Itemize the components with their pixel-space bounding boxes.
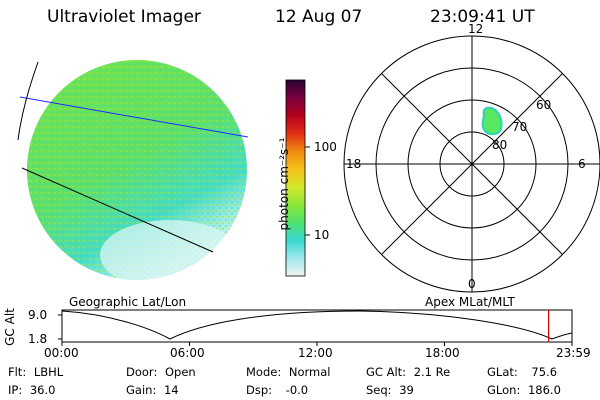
colorbar-unit-label: photon cm⁻²s⁻¹: [277, 137, 291, 231]
time-label: 23:09:41 UT: [430, 7, 535, 27]
status-ip: IP: 36.0: [8, 383, 55, 397]
mlt-label-0: 0: [468, 277, 476, 291]
status-seq-label: Seq:: [366, 383, 392, 397]
terminator-line: [21, 167, 214, 253]
orbit-ytick-label-1.8: 1.8: [28, 332, 48, 346]
colorbar-tick-label-100: 100: [314, 140, 337, 154]
colorbar: [285, 79, 310, 277]
status-ip-value: 36.0: [29, 383, 56, 397]
status-glon: GLon: 186.0: [487, 383, 561, 397]
status-glat-value: 75.6: [531, 365, 558, 379]
uv-image-disk: [27, 60, 247, 280]
orbit-xtick-label-12: 12:00: [298, 346, 333, 360]
status-glon-value: 186.0: [527, 383, 561, 397]
status-door-value: Open: [164, 365, 196, 379]
orbit-y-title: GC Alt: [3, 308, 17, 346]
latitude-line: [19, 96, 249, 138]
status-gain: Gain: 14: [126, 383, 179, 397]
status-mode: Mode: Normal: [246, 365, 330, 379]
aurora-blob: [481, 106, 503, 136]
status-dsp: Dsp: -0.0: [246, 383, 308, 397]
mlat-label-70: 70: [512, 120, 528, 134]
status-mode-value: Normal: [288, 365, 331, 379]
status-door: Door: Open: [126, 365, 196, 379]
geographic-caption: Geographic Lat/Lon: [69, 295, 187, 309]
status-gcalt-value: 2.1 Re: [413, 365, 451, 379]
orbit-xtick-label-24: 23:59: [556, 346, 591, 360]
status-ip-label: IP:: [8, 383, 23, 397]
status-flt-value: LBHL: [33, 365, 64, 379]
status-door-label: Door:: [126, 365, 158, 379]
colorbar-frame: [285, 79, 306, 277]
status-dsp-label: Dsp:: [246, 383, 273, 397]
orbit-xtick-label-0: 00:00: [44, 346, 79, 360]
mlat-label-60: 60: [536, 98, 552, 112]
orbit-plot: [58, 309, 573, 346]
colorbar-gradient: [286, 80, 305, 276]
colorbar-tick-label-10: 10: [314, 228, 330, 242]
status-gcalt: GC Alt: 2.1 Re: [366, 365, 450, 379]
status-gain-label: Gain:: [126, 383, 157, 397]
status-gcalt-label: GC Alt:: [366, 365, 407, 379]
orbit-altitude-curve: [61, 310, 573, 340]
mlt-label-6: 6: [578, 157, 586, 171]
status-glat-label: GLat:: [487, 365, 518, 379]
status-seq-value: 39: [399, 383, 414, 397]
orbit-xtick-label-18: 18:00: [425, 346, 460, 360]
status-seq: Seq: 39: [366, 383, 414, 397]
mlt-label-18: 18: [346, 157, 362, 171]
orbit-ytick-label-9: 9.0: [28, 308, 48, 322]
status-glat: GLat: 75.6: [487, 365, 557, 379]
mlt-label-12: 12: [468, 22, 484, 36]
meridian-arc: [17, 61, 39, 141]
orbit-xtick-label-6: 06:00: [170, 346, 205, 360]
status-mode-label: Mode:: [246, 365, 282, 379]
instrument-title: Ultraviolet Imager: [47, 7, 201, 27]
status-gain-value: 14: [163, 383, 179, 397]
mlat-label-80: 80: [492, 138, 508, 152]
status-glon-label: GLon:: [487, 383, 521, 397]
disk-dim-region: [100, 220, 240, 280]
date-label: 12 Aug 07: [275, 7, 363, 27]
polar-plot: [343, 35, 600, 293]
polar-diagonal-2: [381, 73, 563, 255]
apex-caption: Apex MLat/MLT: [425, 295, 515, 309]
status-flt-label: Flt:: [8, 365, 27, 379]
status-dsp-value: -0.0: [285, 383, 309, 397]
status-flt: Flt: LBHL: [8, 365, 63, 379]
